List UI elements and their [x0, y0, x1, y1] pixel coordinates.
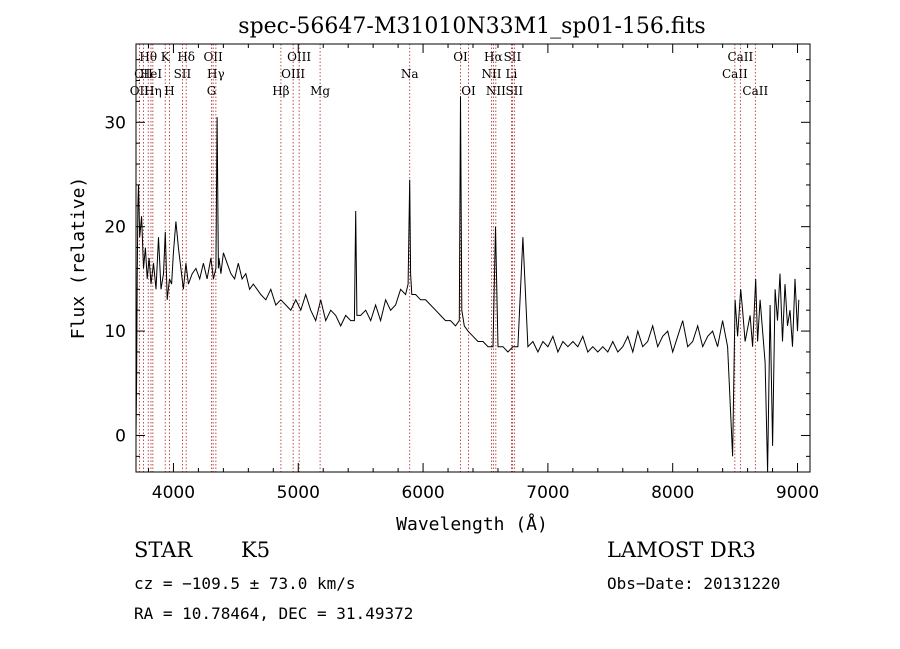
line-label: HeI — [140, 67, 163, 81]
spectrum-line — [136, 96, 799, 472]
y-axis-label: Flux (relative) — [68, 177, 89, 340]
line-label: Hδ — [177, 50, 195, 64]
line-label: Hθ — [139, 50, 157, 64]
ra-dec-coordinates: RA = 10.78464, DEC = 31.49372 — [134, 604, 413, 623]
line-label: OIII — [281, 67, 305, 81]
x-tick-label: 4000 — [152, 483, 195, 503]
y-tick-label: 20 — [104, 218, 126, 238]
x-tick-label: 5000 — [277, 483, 320, 503]
line-label: G — [207, 84, 217, 98]
line-label: SII — [504, 50, 522, 64]
line-label: CaII — [722, 67, 748, 81]
x-tick-label: 7000 — [526, 483, 569, 503]
line-label: CaII — [727, 50, 753, 64]
line-label: SII — [174, 67, 192, 81]
y-tick-label: 30 — [104, 113, 126, 133]
line-label: SII — [505, 84, 523, 98]
y-tick-label: 0 — [115, 426, 126, 446]
line-label: Hα — [484, 50, 503, 64]
x-axis-label: Wavelength (Å) — [396, 513, 548, 535]
line-label: CaII — [742, 84, 768, 98]
line-label: Hη — [144, 84, 162, 98]
line-label: OIII — [287, 50, 311, 64]
x-tick-label: 8000 — [651, 483, 694, 503]
plot-frame — [136, 44, 810, 472]
line-label: NII — [481, 67, 501, 81]
line-label: OII — [203, 50, 223, 64]
survey-name: LAMOST DR3 — [607, 538, 756, 562]
line-label: Mg — [310, 84, 330, 98]
x-tick-label: 9000 — [776, 483, 819, 503]
line-label: NII — [486, 84, 506, 98]
x-tick-label: 6000 — [401, 483, 444, 503]
y-tick-label: 10 — [104, 322, 126, 342]
chart-title: spec-56647-M31010N33M1_sp01-156.fits — [238, 14, 705, 39]
line-label: OI — [461, 84, 476, 98]
line-label: OI — [453, 50, 468, 64]
line-label: Na — [401, 67, 419, 81]
object-subclass: K5 — [241, 538, 270, 562]
line-label: Hγ — [207, 67, 225, 81]
line-label: Li — [506, 67, 518, 81]
observation-date: Obs−Date: 20131220 — [607, 574, 780, 593]
object-class: STAR — [134, 538, 192, 562]
line-label: Hβ — [272, 84, 289, 98]
redshift-velocity: cz = −109.5 ± 73.0 km/s — [134, 574, 356, 593]
line-label: H — [164, 84, 174, 98]
